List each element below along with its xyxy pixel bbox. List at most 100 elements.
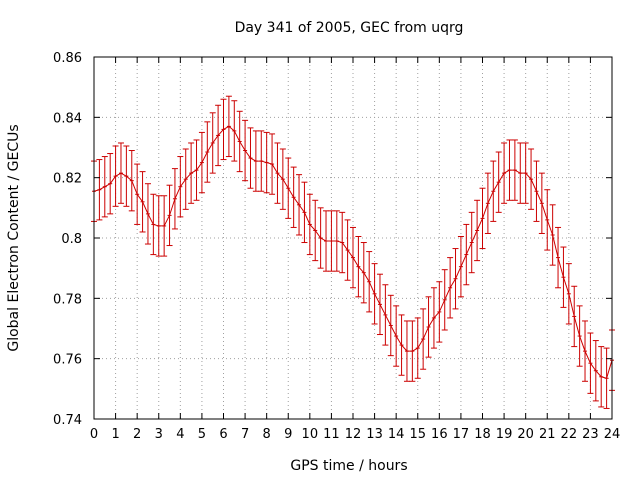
- y-tick-label: 0.86: [53, 51, 82, 66]
- error-bar: [269, 133, 276, 195]
- y-tick-label: 0.76: [53, 353, 82, 368]
- error-bar: [436, 281, 443, 343]
- x-tick-label: 10: [302, 427, 319, 442]
- error-bar: [117, 142, 124, 204]
- error-bar: [414, 317, 421, 379]
- error-bar: [263, 131, 270, 194]
- error-bar: [495, 151, 502, 213]
- error-bar: [339, 211, 346, 274]
- error-bar: [387, 294, 394, 357]
- error-bar: [290, 166, 297, 228]
- error-bar: [188, 142, 195, 204]
- error-bar: [328, 210, 335, 272]
- error-bar: [198, 131, 205, 194]
- error-bar: [544, 189, 551, 251]
- error-bar: [306, 193, 313, 256]
- error-bar: [403, 320, 410, 382]
- error-bar: [193, 139, 200, 201]
- y-tick-label: 0.78: [53, 292, 82, 307]
- error-bar: [301, 181, 308, 244]
- error-bar: [317, 207, 324, 269]
- error-bar: [128, 150, 135, 212]
- error-bar: [517, 142, 524, 204]
- error-bar: [463, 223, 470, 286]
- y-tick-label: 0.84: [53, 111, 82, 126]
- error-bar: [409, 320, 416, 382]
- error-bar: [506, 139, 513, 201]
- error-bar: [533, 160, 540, 222]
- error-bar: [371, 263, 378, 325]
- error-bar: [107, 153, 114, 215]
- error-bar: [236, 110, 243, 173]
- error-bar: [484, 172, 491, 234]
- x-tick-label: 12: [345, 427, 362, 442]
- data-layer: [91, 95, 615, 409]
- error-bar: [247, 127, 254, 189]
- error-bar: [501, 142, 508, 204]
- error-bar: [155, 195, 162, 257]
- error-bar: [123, 145, 130, 207]
- error-bar: [360, 242, 367, 304]
- error-bar: [285, 157, 292, 219]
- x-tick-label: 1: [111, 427, 119, 442]
- error-bar: [430, 287, 437, 349]
- error-bar: [457, 235, 464, 298]
- error-bar: [474, 199, 481, 262]
- x-tick-label: 3: [155, 427, 163, 442]
- error-bar: [96, 159, 103, 221]
- error-bar: [393, 305, 400, 367]
- error-bar: [333, 210, 340, 272]
- error-bar: [101, 156, 108, 218]
- error-bar: [522, 142, 529, 204]
- error-bar: [144, 183, 151, 245]
- error-bar: [603, 347, 610, 409]
- x-tick-label: 0: [90, 427, 98, 442]
- error-bar: [382, 284, 389, 346]
- y-tick-label: 0.74: [53, 413, 82, 428]
- x-tick-label: 21: [539, 427, 556, 442]
- x-tick-label: 17: [453, 427, 470, 442]
- x-tick-label: 18: [474, 427, 491, 442]
- x-tick-label: 19: [496, 427, 513, 442]
- error-bar: [323, 210, 330, 272]
- x-tick-label: 6: [219, 427, 227, 442]
- error-bar: [355, 235, 362, 298]
- x-tick-label: 7: [241, 427, 249, 442]
- x-tick-label: 8: [263, 427, 271, 442]
- x-tick-label: 11: [323, 427, 340, 442]
- error-bar: [598, 346, 605, 408]
- error-bar: [538, 172, 545, 234]
- error-bar: [571, 285, 578, 348]
- error-bar: [425, 296, 432, 358]
- error-bar: [225, 95, 232, 158]
- tick-layer: 0 1 2 3 4 5 6 7 8 9 10 11 12 13 14 15 16 17 18 19 20 21 22 23 24…: [53, 51, 620, 442]
- error-bar: [134, 163, 141, 225]
- error-bar: [220, 98, 227, 161]
- error-bar: [592, 340, 599, 402]
- error-bar: [576, 305, 583, 367]
- error-bar: [139, 171, 146, 233]
- error-bar: [587, 332, 594, 394]
- error-bar: [549, 204, 556, 266]
- error-bar: [242, 119, 249, 182]
- x-tick-label: 9: [284, 427, 292, 442]
- error-bar: [490, 160, 497, 222]
- error-bar: [252, 130, 259, 192]
- error-bar: [555, 226, 562, 289]
- error-bar: [258, 130, 265, 192]
- error-bar: [296, 174, 303, 236]
- x-tick-label: 5: [198, 427, 206, 442]
- error-bar: [171, 168, 178, 230]
- error-bar: [274, 142, 281, 204]
- x-tick-label: 4: [176, 427, 184, 442]
- error-bar: [366, 251, 373, 313]
- error-bar: [376, 273, 383, 336]
- x-tick-label: 23: [582, 427, 599, 442]
- error-bar: [161, 195, 168, 257]
- x-tick-label: 2: [133, 427, 141, 442]
- error-bar: [528, 148, 535, 210]
- error-bar: [452, 248, 459, 310]
- error-bar: [479, 187, 486, 250]
